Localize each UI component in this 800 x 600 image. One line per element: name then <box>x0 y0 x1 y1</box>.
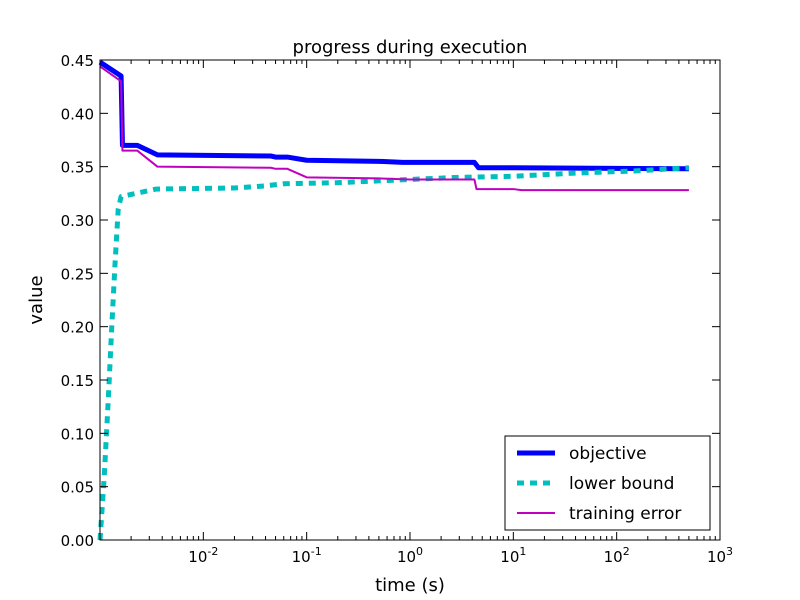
x-tick-label: 102 <box>604 545 630 566</box>
series-line-lower-bound <box>97 165 690 541</box>
series-line-objective <box>98 60 689 172</box>
y-axis-label: value <box>26 275 47 324</box>
legend-label-training-error: training error <box>569 504 681 524</box>
legend-label-objective: objective <box>569 444 647 464</box>
x-axis-label: time (s) <box>375 575 445 596</box>
axes: 0.00 0.05 0.10 0.15 0.20 0.25 0.30 0.35 0.40 0.45… <box>61 52 733 566</box>
y-tick-label: 0.30 <box>61 212 94 230</box>
legend-label-lower-bound: lower bound <box>569 474 674 494</box>
y-tick-label: 0.45 <box>61 52 94 70</box>
series-line-training-error <box>99 65 689 192</box>
y-tick-label: 0.20 <box>61 319 94 337</box>
chart-title: progress during execution <box>293 37 528 58</box>
legend: objective lower bound training error <box>504 435 711 531</box>
series-layer <box>97 60 690 541</box>
y-tick-label: 0.05 <box>61 479 94 497</box>
y-tick-label: 0.10 <box>61 425 94 443</box>
x-tick-label: 10-1 <box>292 545 322 566</box>
x-tick-label: 100 <box>397 545 423 566</box>
x-tick-label: 103 <box>707 545 733 566</box>
y-tick-label: 0.25 <box>61 265 94 283</box>
y-tick-label: 0.35 <box>61 159 94 177</box>
y-tick-label: 0.00 <box>61 532 94 550</box>
x-tick-label: 10-2 <box>188 545 218 566</box>
x-tick-label: 101 <box>500 545 526 566</box>
y-tick-label: 0.40 <box>61 105 94 123</box>
y-tick-label: 0.15 <box>61 372 94 390</box>
